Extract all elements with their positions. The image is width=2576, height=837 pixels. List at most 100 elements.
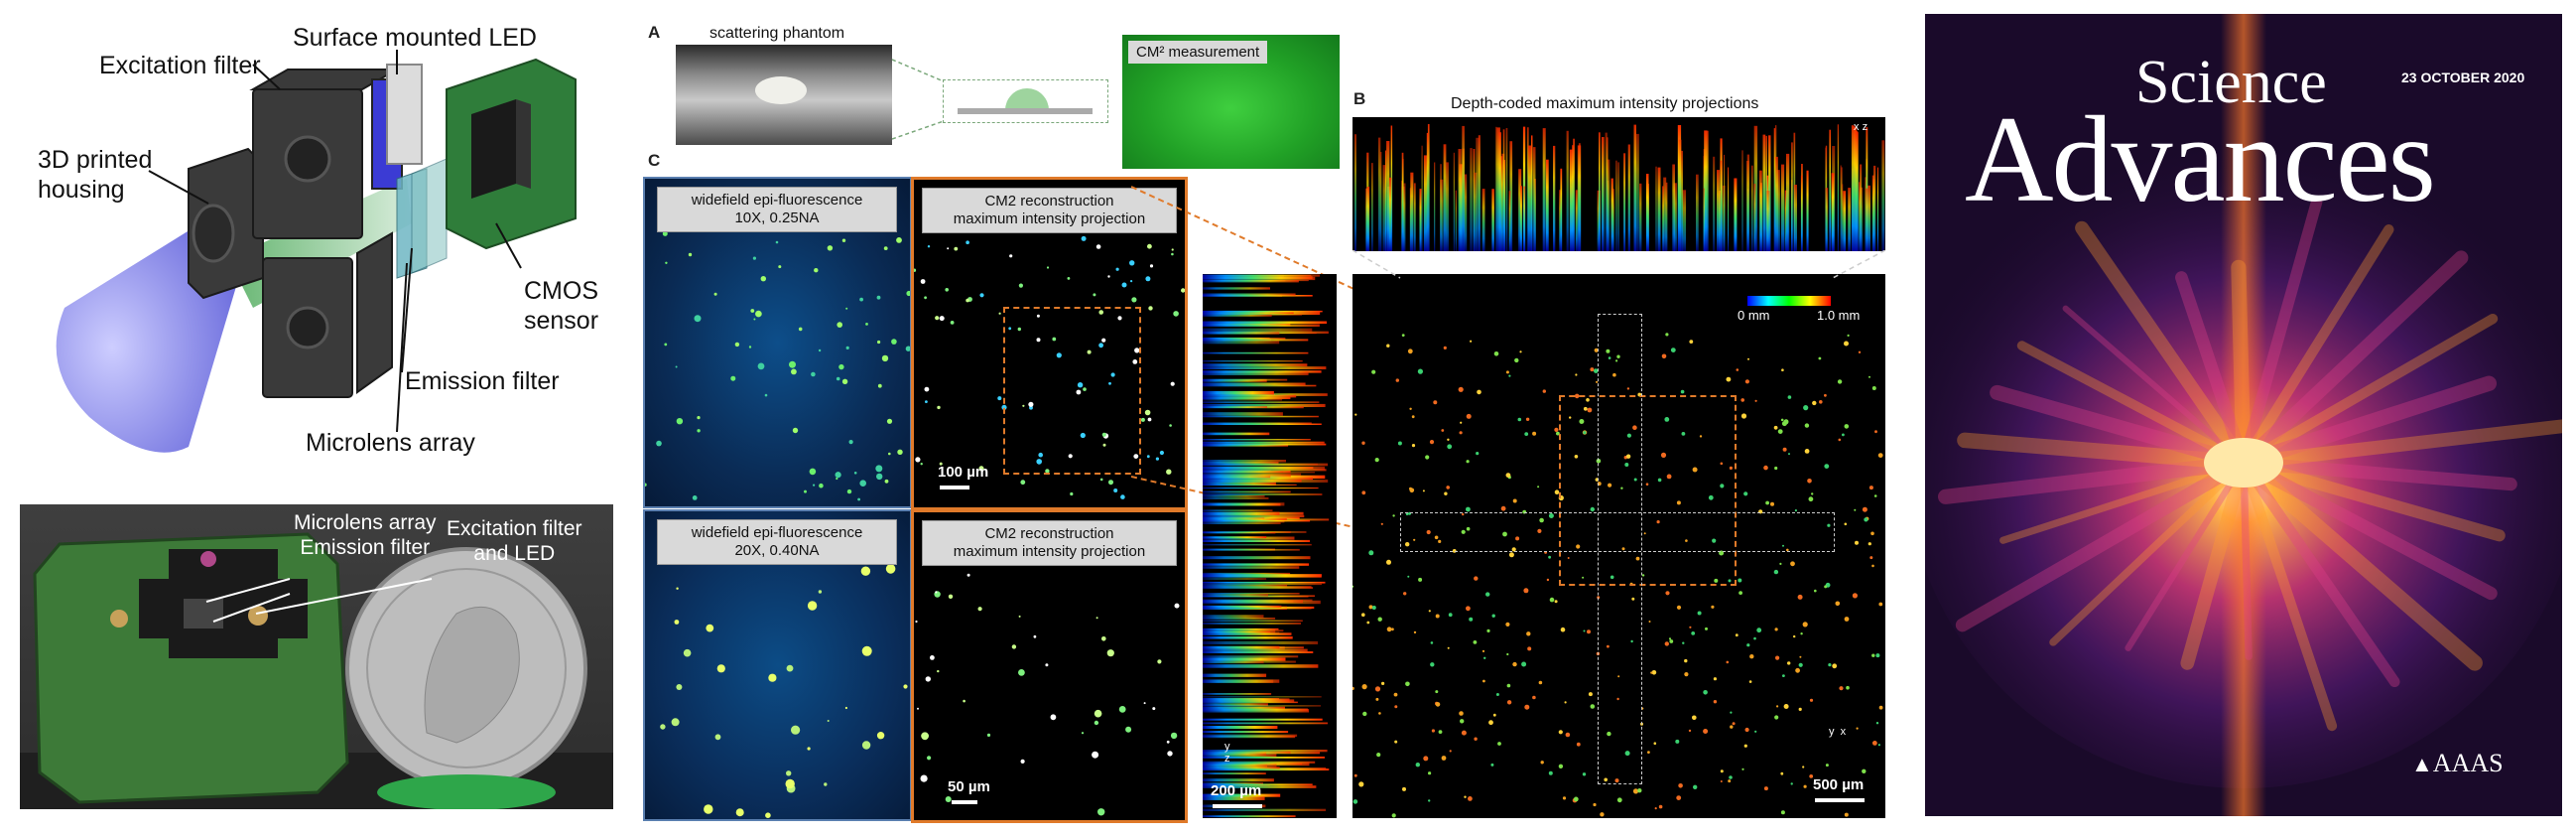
mip-streak xyxy=(1203,497,1269,499)
bead-dot xyxy=(1824,393,1827,397)
bead-dot xyxy=(1018,283,1023,288)
bead-dot xyxy=(1107,275,1110,278)
bead-dot xyxy=(845,346,849,349)
mip-streak xyxy=(1866,188,1868,251)
mip-streak xyxy=(1526,127,1529,251)
bead-dot xyxy=(1130,280,1133,283)
bead-dot xyxy=(671,718,680,727)
bead-dot xyxy=(1411,415,1415,419)
bead-dot xyxy=(1050,714,1057,721)
bead-dot xyxy=(877,340,881,345)
mip-streak xyxy=(1203,783,1313,785)
bead-dot xyxy=(937,405,941,410)
caption-recon-2: CM2 reconstruction maximum intensity pro… xyxy=(922,520,1177,566)
bead-dot xyxy=(1832,663,1838,669)
bead-dot xyxy=(1070,491,1074,496)
caption-recon-1: CM2 reconstruction maximum intensity pro… xyxy=(922,188,1177,233)
mip-streak xyxy=(1855,132,1859,251)
mip-streak xyxy=(1599,132,1601,251)
mip-streak xyxy=(1203,531,1291,533)
mip-streak xyxy=(1498,132,1501,251)
mip-streak xyxy=(1203,718,1323,721)
bead-dot xyxy=(1386,559,1391,565)
mip-streak xyxy=(1410,172,1414,251)
bead-dot xyxy=(750,309,755,313)
bead-dot xyxy=(837,322,842,328)
bead-dot xyxy=(789,360,796,368)
bead-dot xyxy=(1431,729,1435,733)
bead-dot xyxy=(1608,356,1611,359)
mip-streak xyxy=(1655,166,1657,251)
bead-dot xyxy=(1651,670,1657,675)
bead-dot xyxy=(1720,780,1723,782)
bead-dot xyxy=(1038,452,1043,458)
bead-dot xyxy=(921,732,929,741)
mip-streak xyxy=(1203,548,1300,551)
bead-dot xyxy=(1403,592,1407,596)
bead-dot xyxy=(1729,466,1733,470)
bead-dot xyxy=(1045,663,1049,667)
bead-dot xyxy=(1648,621,1651,623)
bead-dot xyxy=(1134,348,1140,353)
mip-streak xyxy=(1871,175,1874,251)
bead-dot xyxy=(947,247,950,250)
mip-streak xyxy=(1713,156,1716,251)
bead-dot xyxy=(1744,727,1749,733)
bead-dot xyxy=(1129,260,1135,266)
bead-dot xyxy=(1173,311,1179,317)
bead-dot xyxy=(1353,773,1357,777)
mip-streak xyxy=(1203,618,1276,620)
bead-dot xyxy=(1743,744,1747,748)
bead-dot xyxy=(1113,488,1118,492)
bead-dot xyxy=(1666,474,1672,480)
mip-streak xyxy=(1403,183,1406,251)
mip-streak xyxy=(1523,186,1525,251)
bead-dot xyxy=(1405,681,1410,687)
bead-dot xyxy=(1512,661,1517,667)
bead-dot xyxy=(1643,532,1646,535)
mip-streak xyxy=(1840,165,1842,251)
mip-streak xyxy=(1203,432,1270,436)
bead-dot xyxy=(1579,419,1585,424)
mip-streak xyxy=(1470,148,1473,251)
mip-streak xyxy=(1203,443,1327,446)
mip-streak xyxy=(1203,578,1267,580)
bead-dot xyxy=(1514,357,1519,363)
bead-dot xyxy=(1658,804,1663,809)
bead-dot xyxy=(1735,633,1739,637)
bead-dot xyxy=(1790,561,1795,567)
bead-dot xyxy=(1418,577,1423,582)
bead-dot xyxy=(1511,547,1516,552)
mip-streak xyxy=(1464,174,1468,251)
bead-dot xyxy=(818,590,823,594)
bead-dot xyxy=(861,645,872,656)
mip-streak xyxy=(1751,165,1753,251)
bead-dot xyxy=(1495,693,1499,696)
cm2-recon-2-image: CM2 reconstruction maximum intensity pro… xyxy=(911,509,1188,823)
bead-dot xyxy=(1787,661,1791,665)
bead-dot xyxy=(1131,297,1137,303)
bead-dot xyxy=(1466,506,1471,512)
mip-streak xyxy=(1203,484,1297,486)
mip-streak xyxy=(1542,128,1546,251)
mip-streak xyxy=(1203,274,1320,277)
bead-dot xyxy=(1429,440,1435,445)
bead-dot xyxy=(1720,769,1724,773)
mip-streak xyxy=(1672,164,1675,251)
bead-dot xyxy=(1502,531,1507,537)
bead-dot xyxy=(1558,730,1563,735)
cover-ray xyxy=(2075,220,2251,470)
bead-dot xyxy=(1117,316,1122,321)
mip-streak xyxy=(1203,394,1297,398)
mip-streak xyxy=(1203,360,1303,362)
bead-dot xyxy=(1413,538,1416,541)
bead-dot xyxy=(1780,810,1785,815)
bead-dot xyxy=(1740,398,1744,402)
mip-streak xyxy=(1612,189,1614,251)
bead-dot xyxy=(1676,500,1681,505)
bead-dot xyxy=(1624,463,1629,467)
bead-dot xyxy=(1438,730,1443,734)
cover-advances: Advances xyxy=(1965,91,2436,227)
bead-dot xyxy=(1594,348,1599,352)
